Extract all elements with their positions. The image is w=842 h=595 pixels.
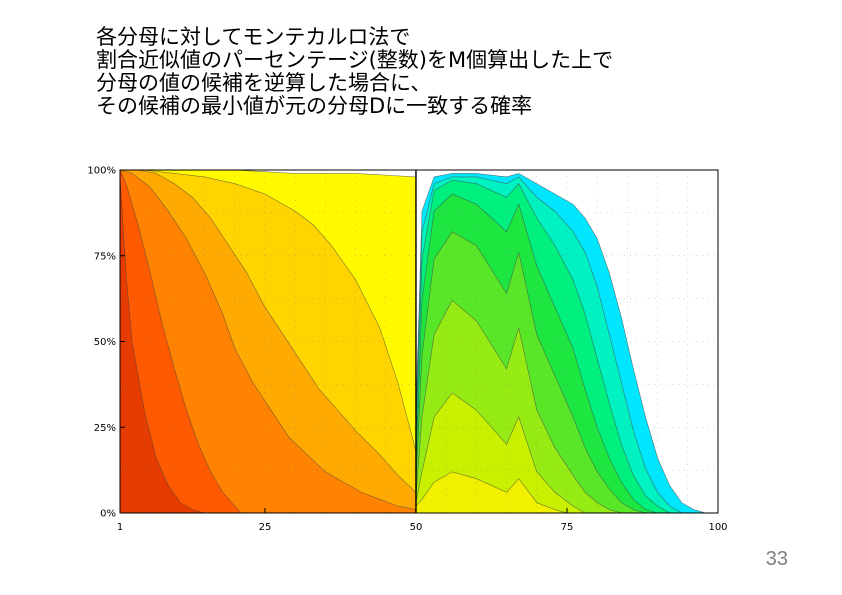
x-tick-label: 50	[410, 522, 423, 533]
title-line-2: 割合近似値のパーセンテージ(整数)をM個算出した上で	[96, 48, 614, 72]
chart-axes: 0% 25% 50% 75% 100% 1 25 50 75 100	[87, 166, 727, 534]
y-tick-label: 50%	[94, 337, 116, 348]
slide-title: 各分母に対してモンテカルロ法で 割合近似値のパーセンテージ(整数)をM個算出した…	[96, 26, 613, 118]
y-tick-label: 75%	[94, 251, 116, 262]
x-tick-label: 75	[561, 522, 574, 533]
area-series-12	[119, 169, 417, 514]
page-number: 33	[765, 548, 788, 570]
title-line-4: その候補の最小値が元の分母Dに一致する確率	[96, 94, 533, 118]
x-tick-label: 1	[117, 522, 123, 533]
y-tick-label: 25%	[94, 423, 116, 434]
chart-grid	[120, 170, 718, 513]
title-line-1: 各分母に対してモンテカルロ法で	[96, 25, 411, 49]
probability-area-chart: 0% 25% 50% 75% 100% 1 25 50 75 100	[87, 166, 727, 534]
x-tick-label: 25	[259, 522, 272, 533]
y-tick-label: 100%	[87, 166, 116, 177]
x-tick-label: 100	[708, 522, 727, 533]
title-line-3: 分母の値の候補を逆算した場合に、	[96, 71, 432, 95]
y-tick-label: 0%	[100, 509, 116, 520]
